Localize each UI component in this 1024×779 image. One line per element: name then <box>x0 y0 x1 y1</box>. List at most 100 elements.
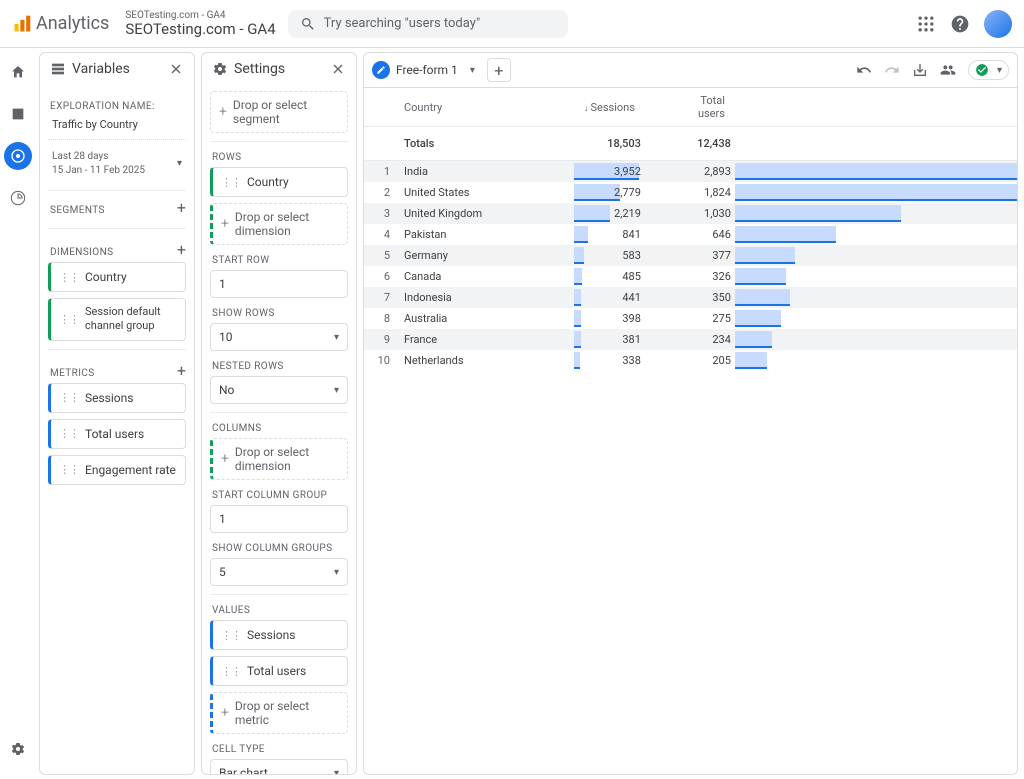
row-chip[interactable]: ⋮⋮Country <box>210 167 348 197</box>
start-col-input[interactable]: 1 <box>210 505 348 533</box>
col-users[interactable]: Total users <box>665 88 735 127</box>
chevron-down-icon: ▾ <box>997 65 1002 76</box>
row-country: India <box>394 161 574 183</box>
save-status-pill[interactable]: ▾ <box>968 60 1009 80</box>
report-tab[interactable]: Free-form 1 ▾ <box>372 61 475 79</box>
metric-label: Sessions <box>85 391 133 405</box>
col-index <box>364 88 394 127</box>
add-metric-button[interactable]: + <box>177 361 186 380</box>
add-tab-button[interactable]: + <box>487 58 511 82</box>
add-dimension-button[interactable]: + <box>177 240 186 259</box>
search-bar[interactable]: Try searching "users today" <box>288 10 568 38</box>
product-name: Analytics <box>36 13 109 34</box>
dimensions-label: DIMENSIONS <box>50 247 113 258</box>
row-sessions: 381 <box>574 329 645 350</box>
row-index: 2 <box>364 182 394 203</box>
nav-rail <box>0 48 36 779</box>
property-selector[interactable]: SEOTesting.com - GA4 SEOTesting.com - GA… <box>125 10 275 38</box>
show-rows-label: SHOW ROWS <box>212 308 346 319</box>
check-circle-icon <box>975 63 989 77</box>
dimension-chip[interactable]: ⋮⋮Country <box>48 262 186 292</box>
drag-icon: ⋮⋮ <box>59 463 79 476</box>
table-row[interactable]: 4Pakistan841646 <box>364 224 1017 245</box>
close-icon[interactable] <box>168 61 184 77</box>
apps-icon[interactable] <box>916 14 936 34</box>
undo-icon[interactable] <box>856 62 872 78</box>
date-range-value: 15 Jan - 11 Feb 2025 <box>52 164 145 178</box>
row-country: Netherlands <box>394 350 574 371</box>
metric-label: Engagement rate <box>85 463 176 477</box>
table-row[interactable]: 5Germany583377 <box>364 245 1017 266</box>
share-people-icon[interactable] <box>940 62 956 78</box>
drop-dimension-zone[interactable]: +Drop or select dimension <box>210 438 348 480</box>
row-sessions: 338 <box>574 350 645 371</box>
main-area: Variables EXPLORATION NAME: Traffic by C… <box>36 48 1024 779</box>
col-dimension[interactable]: Country <box>394 88 574 127</box>
metric-chip[interactable]: ⋮⋮ Engagement rate <box>48 455 186 485</box>
table-row[interactable]: 1India3,9522,893 <box>364 161 1017 183</box>
user-avatar[interactable] <box>984 10 1012 38</box>
drop-metric-zone[interactable]: +Drop or select metric <box>210 692 348 734</box>
table-row[interactable]: 6Canada485326 <box>364 266 1017 287</box>
col-spacer <box>645 88 665 127</box>
table-row[interactable]: 2United States2,7791,824 <box>364 182 1017 203</box>
row-index: 10 <box>364 350 394 371</box>
start-row-input[interactable]: 1 <box>210 270 348 298</box>
variables-header: Variables <box>40 53 194 85</box>
row-bar-cell <box>735 203 1017 224</box>
chevron-down-icon: ▾ <box>470 65 475 76</box>
show-col-select[interactable]: 5▾ <box>210 558 348 586</box>
nav-advertising[interactable] <box>4 184 32 212</box>
table-row[interactable]: 9France381234 <box>364 329 1017 350</box>
table-row[interactable]: 7Indonesia441350 <box>364 287 1017 308</box>
date-range-picker[interactable]: Last 28 days 15 Jan - 11 Feb 2025 ▾ <box>48 146 186 191</box>
nav-explore[interactable] <box>4 142 32 170</box>
drop-segment-zone[interactable]: +Drop or select segment <box>210 91 348 133</box>
table-row[interactable]: 8Australia398275 <box>364 308 1017 329</box>
cell-type-value: Bar chart <box>219 766 268 774</box>
value-label: Sessions <box>247 628 295 642</box>
drop-segment-label: Drop or select segment <box>233 98 339 126</box>
row-users: 350 <box>665 287 735 308</box>
nav-admin[interactable] <box>4 735 32 763</box>
cell-type-select[interactable]: Bar chart▾ <box>210 759 348 774</box>
row-country: France <box>394 329 574 350</box>
drop-dimension-zone[interactable]: +Drop or select dimension <box>210 203 348 245</box>
metric-chip[interactable]: ⋮⋮Total users <box>48 419 186 449</box>
dimension-chip[interactable]: ⋮⋮Session default channel group <box>48 298 186 341</box>
row-index: 8 <box>364 308 394 329</box>
exploration-name[interactable]: Traffic by Country <box>48 116 186 140</box>
value-chip[interactable]: ⋮⋮Total users <box>210 656 348 686</box>
row-users: 1,030 <box>665 203 735 224</box>
row-country: United States <box>394 182 574 203</box>
variables-icon <box>50 61 66 77</box>
value-chip[interactable]: ⋮⋮Sessions <box>210 620 348 650</box>
cell-type-label: CELL TYPE <box>212 744 346 755</box>
add-segment-button[interactable]: + <box>177 198 186 217</box>
metric-chip[interactable]: ⋮⋮Sessions <box>48 383 186 413</box>
table-row[interactable]: 10Netherlands338205 <box>364 350 1017 371</box>
metrics-label: METRICS <box>50 368 95 379</box>
metric-label: Total users <box>85 427 144 441</box>
value-label: Total users <box>247 664 306 678</box>
help-icon[interactable] <box>950 14 970 34</box>
download-icon[interactable] <box>912 62 928 78</box>
table-row[interactable]: 3United Kingdom2,2191,030 <box>364 203 1017 224</box>
show-col-value: 5 <box>219 565 226 579</box>
redo-icon[interactable] <box>884 62 900 78</box>
nested-rows-select[interactable]: No▾ <box>210 376 348 404</box>
row-bar-cell <box>735 350 1017 371</box>
report-tabs: Free-form 1 ▾ + ▾ <box>363 52 1018 88</box>
totals-sessions: 18,503 <box>574 127 645 161</box>
date-preset: Last 28 days <box>52 150 145 164</box>
report-actions: ▾ <box>856 60 1009 80</box>
nav-home[interactable] <box>4 58 32 86</box>
chevron-down-icon: ▾ <box>334 385 339 396</box>
analytics-logo[interactable]: Analytics <box>12 13 109 34</box>
row-country: Germany <box>394 245 574 266</box>
col-sessions[interactable]: ↓Sessions <box>574 88 645 127</box>
row-users: 377 <box>665 245 735 266</box>
show-rows-select[interactable]: 10▾ <box>210 323 348 351</box>
close-icon[interactable] <box>330 61 346 77</box>
nav-reports[interactable] <box>4 100 32 128</box>
